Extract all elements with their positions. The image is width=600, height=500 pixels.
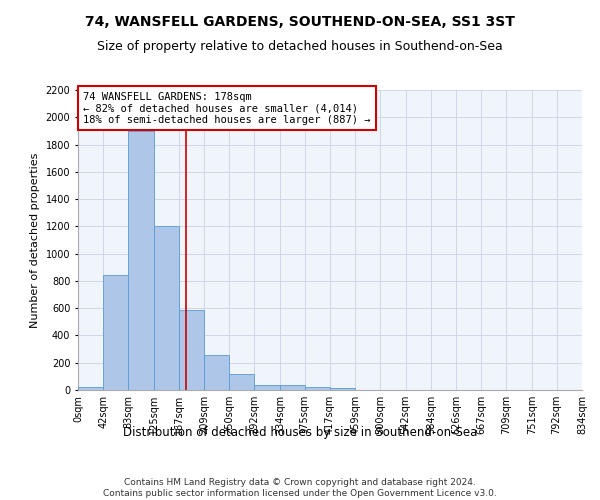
Bar (280, 385, 305, 390)
Text: 74 WANSFELL GARDENS: 178sqm
← 82% of detached houses are smaller (4,014)
18% of : 74 WANSFELL GARDENS: 178sqm ← 82% of det… (83, 92, 371, 124)
Bar (229, 374, 254, 390)
Text: Size of property relative to detached houses in Southend-on-Sea: Size of property relative to detached ho… (97, 40, 503, 53)
Y-axis label: Number of detached properties: Number of detached properties (30, 152, 40, 328)
Bar (154, 226, 179, 390)
Text: Distribution of detached houses by size in Southend-on-Sea: Distribution of detached houses by size … (123, 426, 477, 439)
Bar (179, 310, 205, 390)
Bar (103, 276, 128, 390)
Bar (128, 131, 154, 390)
Text: 74, WANSFELL GARDENS, SOUTHEND-ON-SEA, SS1 3ST: 74, WANSFELL GARDENS, SOUTHEND-ON-SEA, S… (85, 15, 515, 29)
Bar (254, 384, 280, 390)
Bar (78, 386, 103, 390)
Bar (330, 388, 355, 390)
Bar (305, 386, 330, 390)
Bar (205, 355, 229, 390)
Text: Contains HM Land Registry data © Crown copyright and database right 2024.
Contai: Contains HM Land Registry data © Crown c… (103, 478, 497, 498)
